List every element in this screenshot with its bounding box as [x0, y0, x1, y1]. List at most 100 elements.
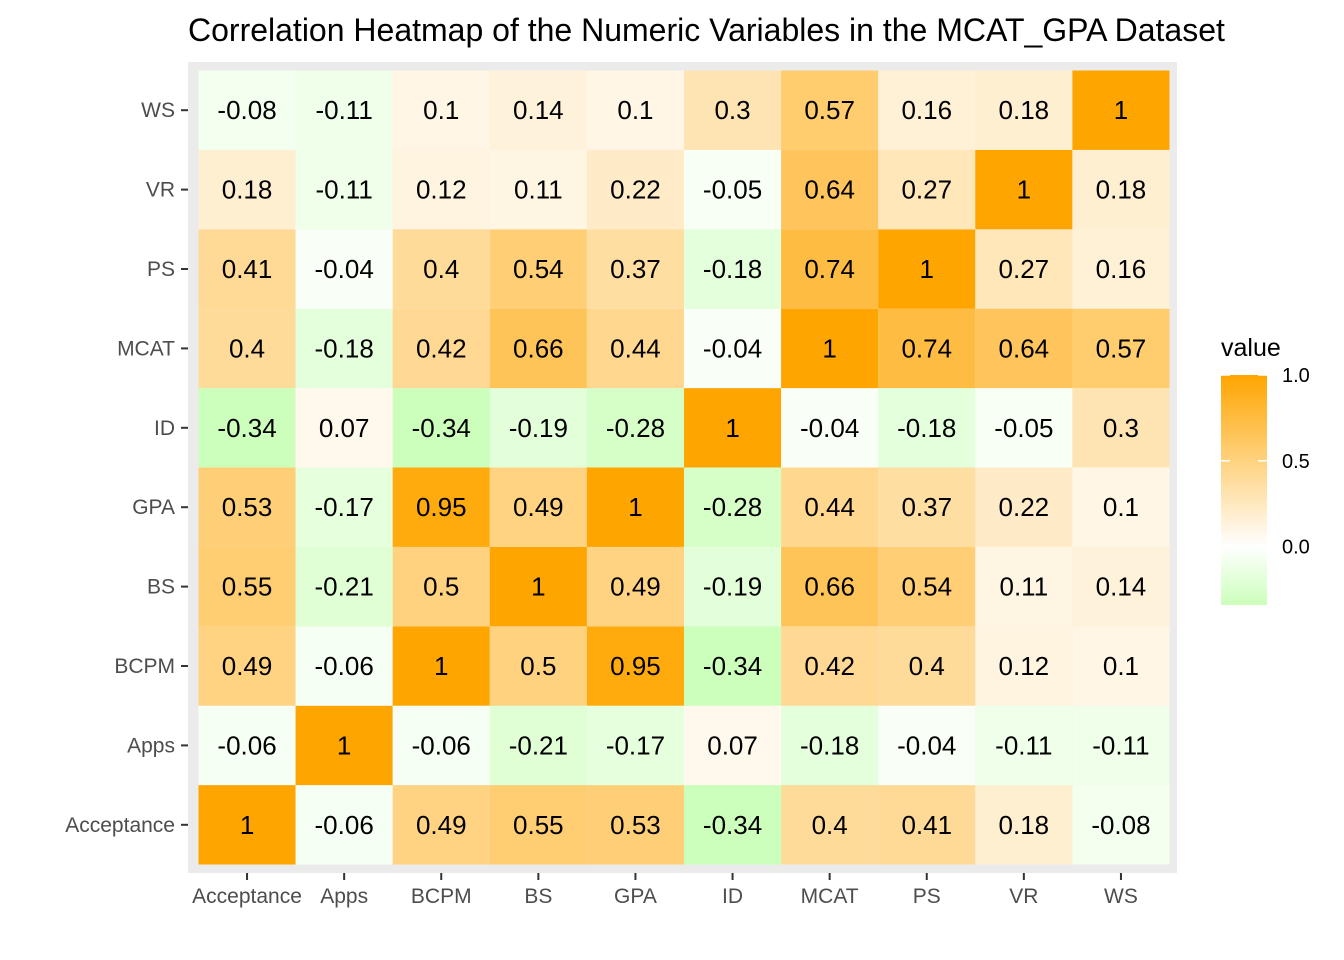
legend-ticks: 1.0 0.5 0.0: [1221, 365, 1310, 559]
cell-value-label: -0.28: [606, 413, 665, 443]
cell-value-label: 0.37: [901, 492, 952, 522]
cell-value-label: 0.12: [416, 175, 467, 205]
cell-value-label: 1: [822, 333, 836, 363]
heatmap-cell-bcpm-bcpm: [392, 626, 490, 706]
heatmap-cell-id-acceptance: [198, 388, 296, 468]
heatmap-cell-ps-ws: [1072, 229, 1170, 309]
heatmap-cell-mcat-bs: [489, 308, 587, 389]
cell-value-label: -0.08: [217, 95, 276, 125]
heatmap-cell-bcpm-ps: [878, 626, 976, 706]
heatmap-cell-apps-acceptance: [198, 705, 296, 786]
x-tick-label: WS: [1104, 885, 1138, 908]
cell-value-label: 0.95: [610, 651, 661, 681]
heatmap-cell-mcat-ws: [1072, 308, 1170, 389]
cell-value-label: 1: [1114, 95, 1128, 125]
cell-value-label: -0.17: [315, 492, 374, 522]
heatmap-cell-id-bcpm: [392, 388, 490, 468]
cell-value-label: 0.41: [901, 810, 952, 840]
cell-value-label: -0.06: [315, 651, 374, 681]
cell-value-label: 0.14: [513, 95, 564, 125]
heatmap-cell-id-ps: [878, 388, 976, 468]
cell-value-label: -0.11: [1092, 730, 1149, 760]
y-tick-label: VR: [146, 179, 175, 202]
cell-value-label: 0.18: [999, 810, 1050, 840]
heatmap-cell-apps-gpa: [586, 705, 684, 786]
heatmap-cell-apps-mcat: [781, 705, 879, 786]
heatmap-cell-acceptance-ps: [878, 785, 976, 865]
heatmap-cell-bs-ws: [1072, 546, 1170, 627]
cell-value-label: 0.49: [513, 492, 564, 522]
cell-value-label: 0.1: [1103, 651, 1139, 681]
heatmap-cell-vr-vr: [975, 149, 1073, 230]
heatmap-cell-vr-bs: [489, 149, 587, 230]
heatmap-cell-bs-id: [684, 546, 782, 627]
y-tick-label: GPA: [132, 496, 175, 519]
heatmap-cell-ws-ws: [1072, 70, 1170, 150]
heatmap-cell-bcpm-gpa: [586, 626, 684, 706]
cell-value-label: 0.44: [804, 492, 855, 522]
cell-value-label: 1: [725, 413, 739, 443]
cell-value-label: -0.34: [703, 810, 762, 840]
cell-value-label: -0.05: [994, 413, 1053, 443]
heatmap-cell-mcat-bcpm: [392, 308, 490, 389]
heatmap-cell-ws-bs: [489, 70, 587, 150]
cell-value-label: -0.04: [315, 254, 374, 284]
cell-value-label: 0.27: [999, 254, 1050, 284]
heatmap-cell-apps-apps: [295, 705, 393, 786]
heatmap-cell-acceptance-bcpm: [392, 785, 490, 865]
y-tick-label: MCAT: [117, 337, 175, 360]
cell-value-label: -0.05: [703, 175, 762, 205]
cell-value-label: -0.11: [995, 730, 1052, 760]
heatmap-cell-bcpm-mcat: [781, 626, 879, 706]
cell-value-label: -0.08: [1091, 810, 1150, 840]
cell-value-label: 1: [337, 730, 351, 760]
heatmap-cell-ws-apps: [295, 70, 393, 150]
heatmap-cell-apps-id: [684, 705, 782, 786]
cell-value-label: 0.55: [222, 572, 273, 602]
cell-value-label: 0.66: [804, 572, 855, 602]
cell-value-label: 0.4: [229, 333, 265, 363]
heatmap-cell-id-mcat: [781, 388, 879, 468]
cell-value-label: -0.04: [703, 333, 762, 363]
cell-value-label: 0.37: [610, 254, 661, 284]
cell-value-label: 0.57: [1096, 333, 1147, 363]
heatmap-cell-ws-acceptance: [198, 70, 296, 150]
cell-value-label: 1: [628, 492, 642, 522]
cell-value-label: 0.64: [999, 333, 1050, 363]
heatmap-cell-ps-ps: [878, 229, 976, 309]
x-tick-label: BCPM: [411, 885, 472, 908]
cell-value-label: 1: [531, 572, 545, 602]
heatmap-cell-ps-apps: [295, 229, 393, 309]
x-axis: Acceptance Apps BCPM BS GPA ID MCAT PS VR WS: [192, 873, 1138, 908]
cell-value-label: -0.04: [897, 730, 956, 760]
cell-value-label: 0.5: [520, 651, 556, 681]
heatmap-cell-gpa-apps: [295, 467, 393, 547]
cell-value-label: -0.04: [800, 413, 859, 443]
cell-value-label: -0.06: [412, 730, 471, 760]
heatmap-cell-gpa-gpa: [586, 467, 684, 547]
heatmap-cell-mcat-acceptance: [198, 308, 296, 389]
heatmap-cell-bcpm-vr: [975, 626, 1073, 706]
heatmap-cell-ws-mcat: [781, 70, 879, 150]
heatmap-cell-bs-gpa: [586, 546, 684, 627]
heatmap-cell-vr-bcpm: [392, 149, 490, 230]
cell-value-label: 0.1: [617, 95, 653, 125]
heatmap-cell-bs-vr: [975, 546, 1073, 627]
cell-value-label: 0.4: [423, 254, 459, 284]
heatmap-cell-bcpm-bs: [489, 626, 587, 706]
heatmap-cell-bs-ps: [878, 546, 976, 627]
legend-colorbar: [1221, 375, 1267, 605]
heatmap-cell-vr-ws: [1072, 149, 1170, 230]
cell-value-label: -0.18: [315, 333, 374, 363]
heatmap-cell-acceptance-acceptance: [198, 785, 296, 865]
heatmap-cell-apps-bcpm: [392, 705, 490, 786]
heatmap-cell-bs-bcpm: [392, 546, 490, 627]
heatmap-cell-ps-gpa: [586, 229, 684, 309]
heatmap-cell-ps-id: [684, 229, 782, 309]
cell-value-label: 0.49: [416, 810, 467, 840]
heatmap-cell-apps-bs: [489, 705, 587, 786]
legend-title: value: [1221, 334, 1281, 362]
heatmap-cell-acceptance-gpa: [586, 785, 684, 865]
heatmap-cell-apps-vr: [975, 705, 1073, 786]
heatmap-cell-gpa-ws: [1072, 467, 1170, 547]
